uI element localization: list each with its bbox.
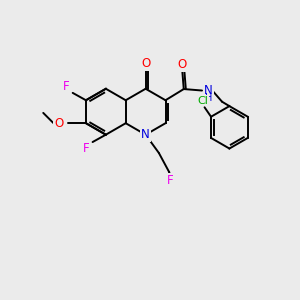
Text: O: O <box>141 57 150 70</box>
Text: N: N <box>204 84 213 97</box>
Text: F: F <box>63 80 70 93</box>
Text: Cl: Cl <box>197 95 208 106</box>
Text: O: O <box>178 58 187 71</box>
Text: F: F <box>83 142 89 155</box>
Text: O: O <box>54 117 64 130</box>
Text: F: F <box>167 174 174 187</box>
Text: H: H <box>205 94 212 103</box>
Text: N: N <box>141 128 150 141</box>
